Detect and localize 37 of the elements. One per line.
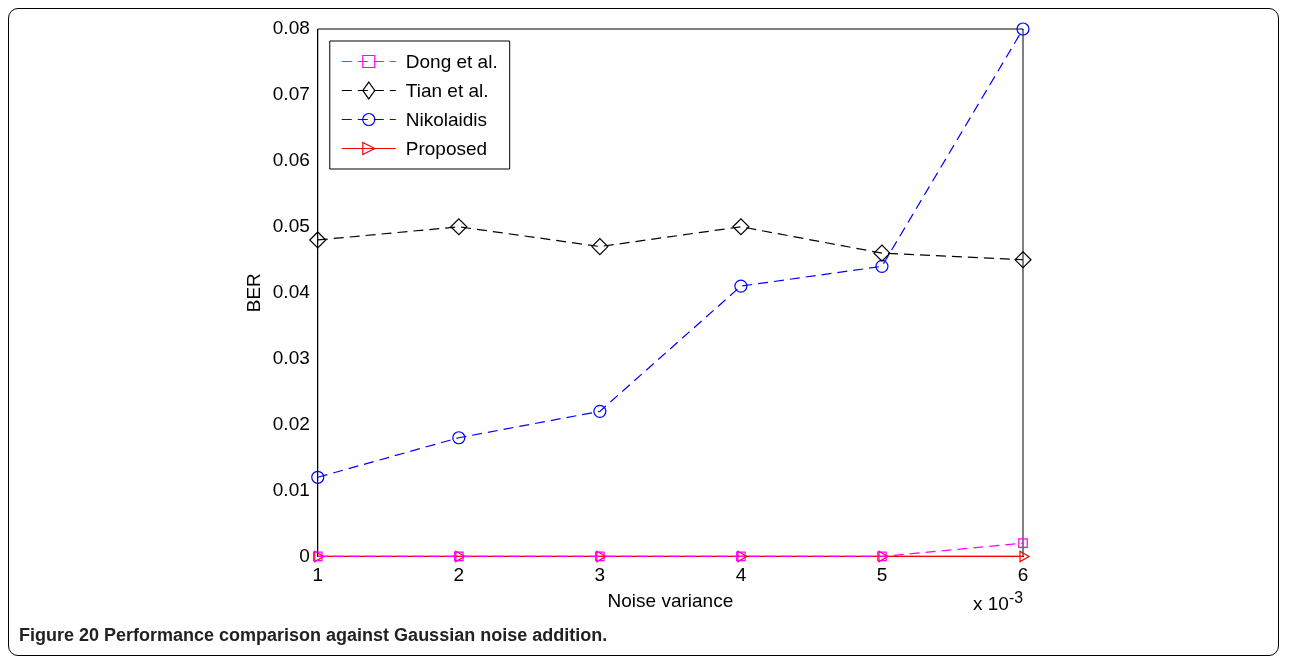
- point: [450, 218, 468, 236]
- point: [873, 244, 891, 262]
- y-tick-label: 0.08: [272, 17, 310, 39]
- y-axis-title: BER: [242, 273, 264, 313]
- point: [452, 431, 466, 445]
- y-tick-label: 0.03: [272, 346, 310, 368]
- y-tick-label: 0.01: [272, 478, 310, 500]
- text: x 10$^{-3}$: [973, 589, 1023, 616]
- x-axis-title: Noise variance: [607, 589, 734, 611]
- point: [309, 231, 327, 249]
- legend-label: Tian et al.: [405, 79, 489, 101]
- point: [875, 259, 889, 273]
- point: [734, 279, 748, 293]
- x-tick-label: 5: [876, 564, 888, 586]
- x-tick-label: 6: [1017, 564, 1029, 586]
- y-tick-label: 0.06: [272, 149, 310, 171]
- point: [1018, 538, 1028, 549]
- legend-label: Nikolaidis: [405, 108, 488, 130]
- y-tick-label: 0.05: [272, 215, 310, 237]
- point: [1016, 22, 1030, 36]
- legend-label: Dong et al.: [405, 50, 498, 72]
- y-tick-label: 0.07: [272, 83, 310, 105]
- caption: Figure 20 Performance comparison against Gaussian noise addition.: [19, 625, 608, 646]
- y-tick-label: 0.04: [272, 280, 311, 302]
- x-tick-label: 1: [312, 564, 324, 586]
- point: [732, 218, 750, 236]
- point: [593, 404, 607, 418]
- point: [1014, 251, 1032, 269]
- point: [591, 237, 609, 256]
- y-tick-label: 0: [299, 544, 310, 566]
- point: [311, 470, 325, 484]
- legend-label: Proposed: [405, 137, 488, 159]
- point: [1019, 550, 1030, 563]
- x-tick-label: 4: [735, 564, 747, 586]
- x-tick-label: 3: [594, 564, 606, 586]
- y-tick-label: 0.02: [272, 412, 310, 434]
- x-tick-label: 2: [453, 564, 465, 586]
